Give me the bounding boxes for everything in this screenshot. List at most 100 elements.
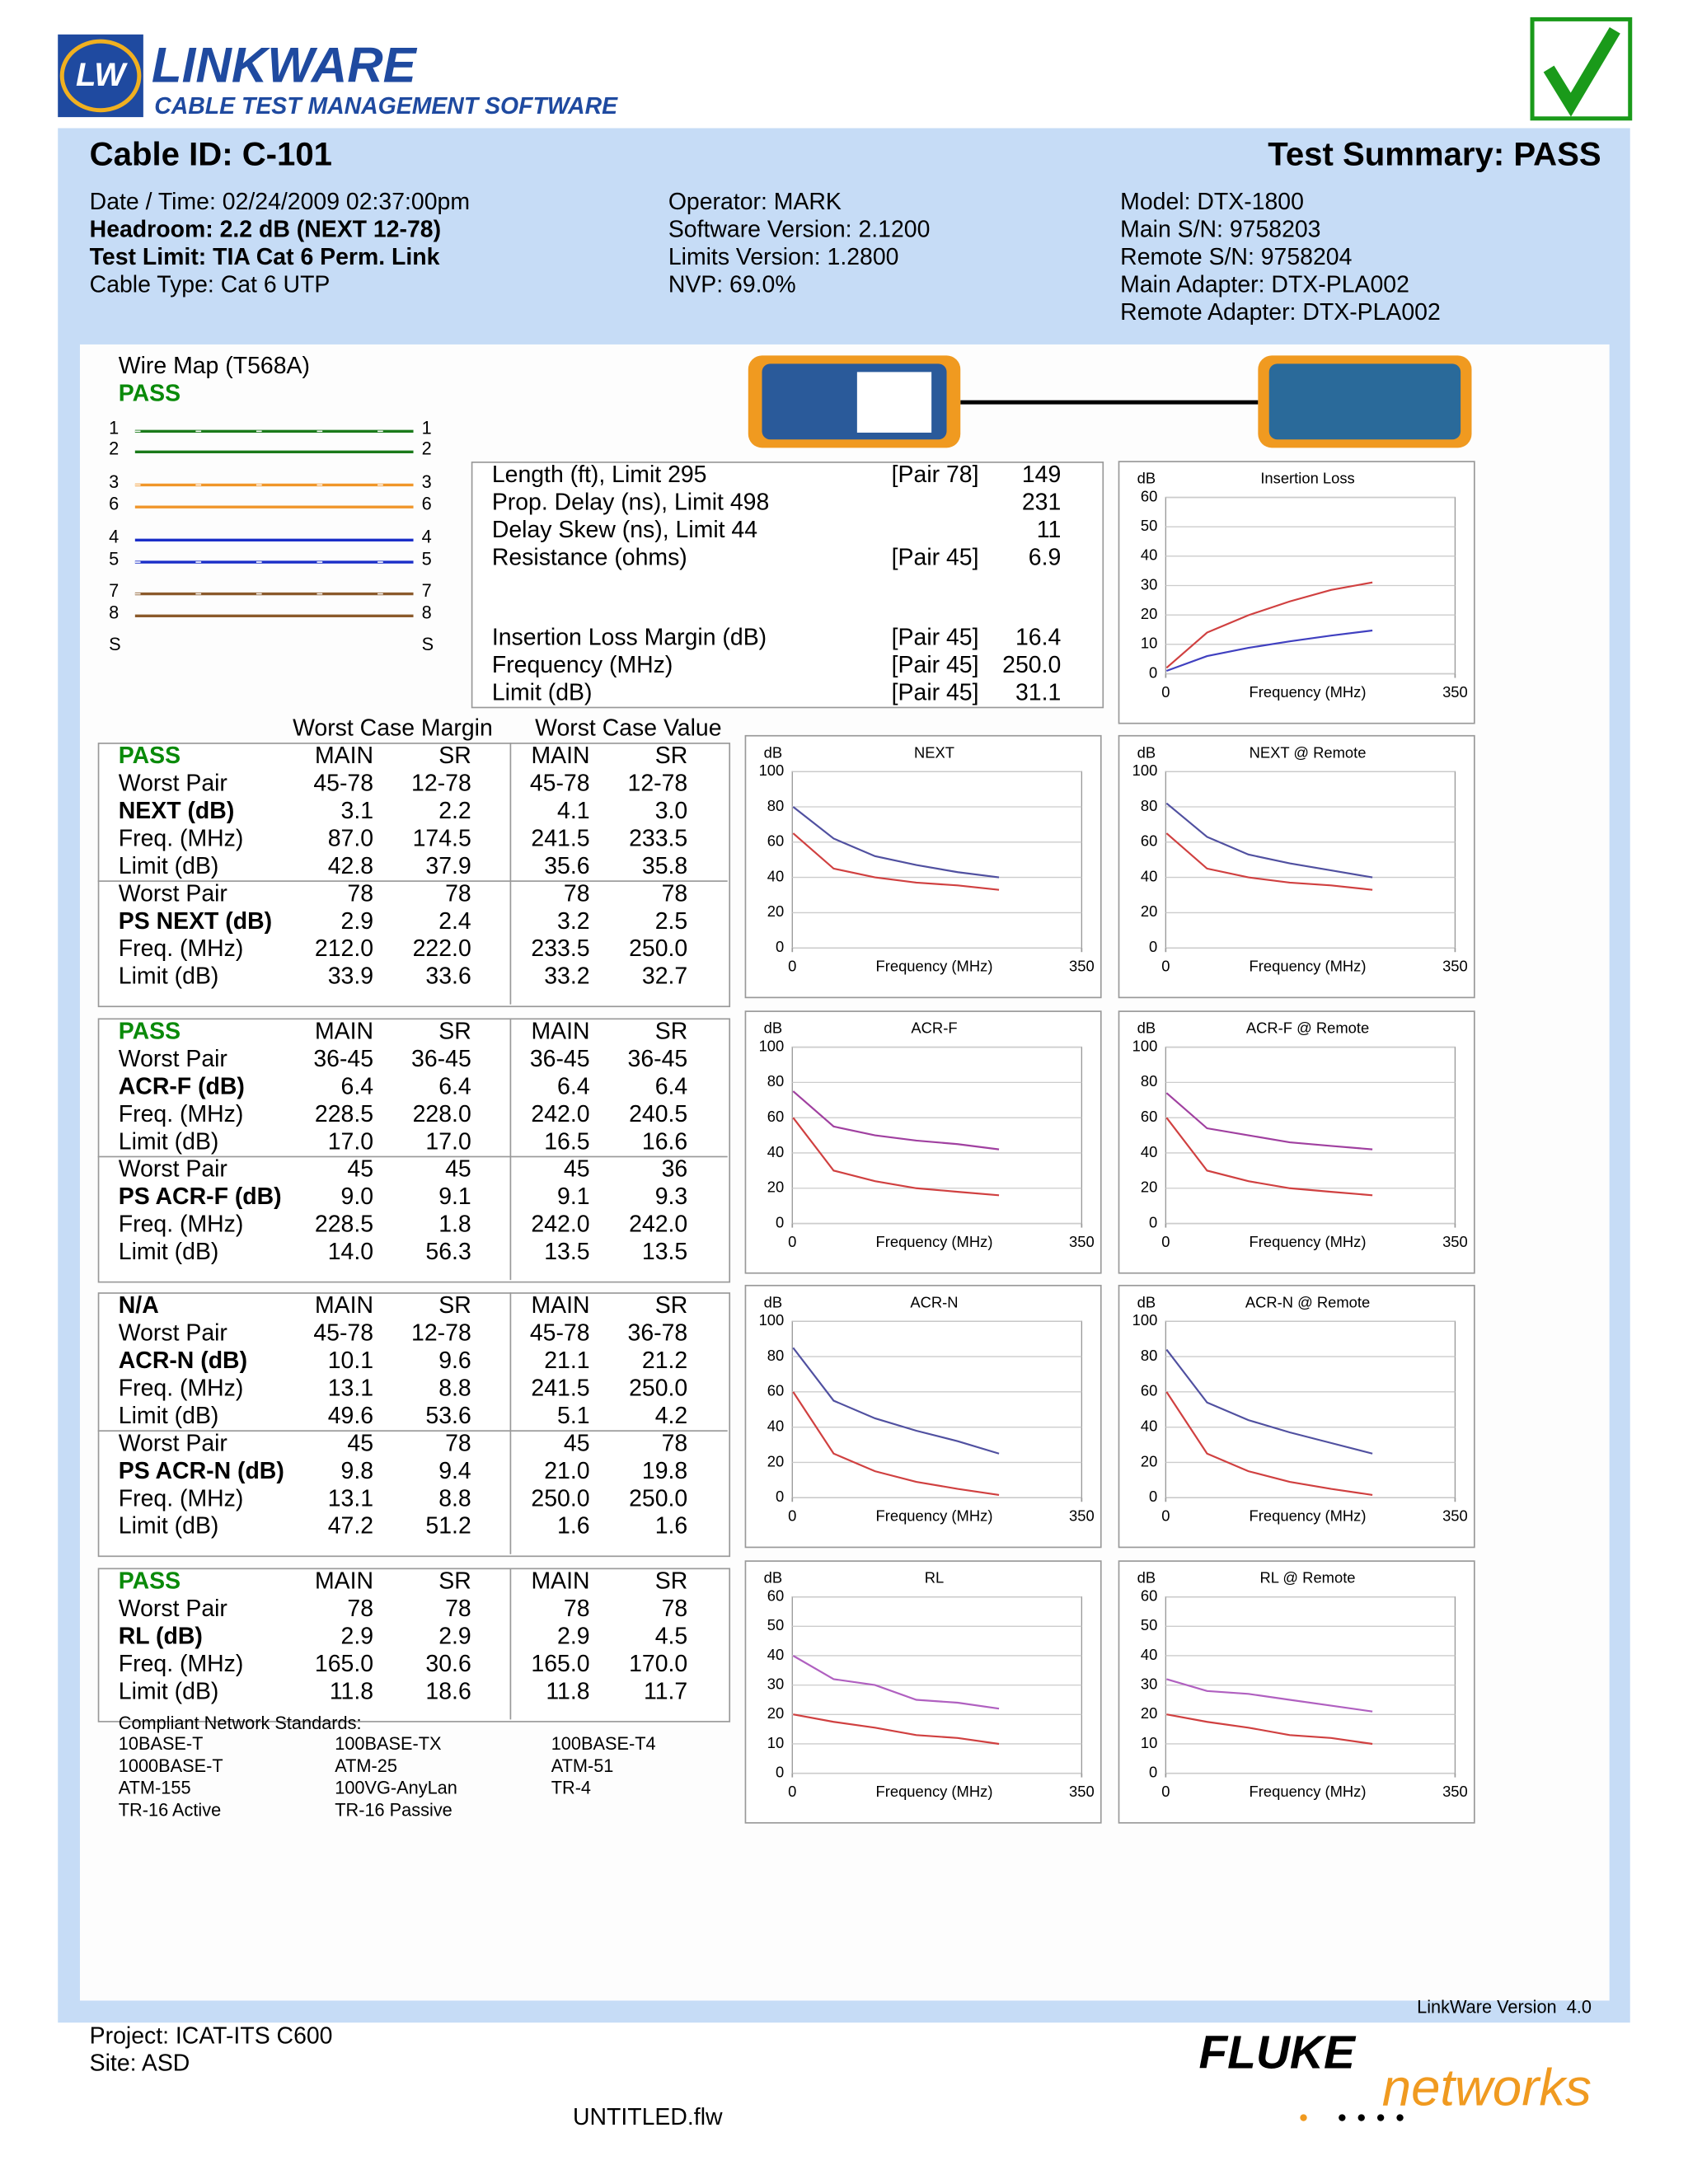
cell-value: 45-78 xyxy=(313,770,374,797)
cell-value: 36-45 xyxy=(411,1045,471,1072)
pin-label: 5 xyxy=(109,548,120,569)
row-label: ACR-N (dB) xyxy=(118,1347,248,1374)
row-label: RL (dB) xyxy=(118,1623,203,1650)
cell-value: 35.6 xyxy=(544,852,590,879)
x-tick-label: 0 xyxy=(1161,1233,1170,1250)
cell-value: 6.4 xyxy=(438,1073,471,1100)
series-line xyxy=(1165,581,1373,669)
standard-item: TR-16 Active xyxy=(118,1799,222,1821)
measure-label: Insertion Loss Margin (dB) xyxy=(491,624,767,651)
logo-mark: LW xyxy=(76,56,128,93)
row-label: Limit (dB) xyxy=(118,1128,219,1155)
measure-label: Frequency (MHz) xyxy=(491,651,673,678)
x-tick-label: 350 xyxy=(1442,957,1468,974)
check-mark xyxy=(1543,26,1620,117)
row-label: PS ACR-F (dB) xyxy=(118,1183,282,1210)
x-tick-label: 350 xyxy=(1442,1233,1468,1250)
y-axis-label: dB xyxy=(1137,743,1156,761)
cell-value: 35.8 xyxy=(641,852,688,879)
cell-value: 174.5 xyxy=(412,825,471,852)
pin-label: 2 xyxy=(421,438,432,459)
series-line xyxy=(1166,1713,1373,1746)
row-label: NEXT (dB) xyxy=(118,797,235,824)
cell-value: 250.0 xyxy=(629,1485,688,1511)
column-header: SR xyxy=(654,1568,688,1595)
wire-map-status: PASS xyxy=(118,380,181,407)
file-name: UNTITLED.flw xyxy=(572,2103,723,2130)
cell-value: 222.0 xyxy=(412,935,471,962)
measure-value: 231 xyxy=(1021,489,1062,516)
pin-label: 1 xyxy=(109,417,120,438)
pin-label: 6 xyxy=(421,493,432,514)
series-line xyxy=(1165,1092,1373,1151)
table-status: PASS xyxy=(118,743,181,769)
y-tick-label: 100 xyxy=(1132,1037,1158,1054)
row-label: Freq. (MHz) xyxy=(118,1485,244,1511)
measure-pair: [Pair 78] xyxy=(891,462,979,488)
row-label: Worst Pair xyxy=(118,1319,227,1347)
main-screen xyxy=(856,372,932,433)
pin-label: 2 xyxy=(109,438,120,459)
column-header: SR xyxy=(438,1292,471,1319)
logo-name: LINKWARE xyxy=(152,37,418,92)
series-line xyxy=(1165,629,1373,673)
cell-value: 30.6 xyxy=(425,1650,471,1677)
value-header: Worst Case Value xyxy=(535,715,722,742)
cell-value: 17.0 xyxy=(327,1128,374,1155)
dot xyxy=(1396,2114,1404,2121)
info-line: Main S/N: 9758203 xyxy=(1120,216,1321,243)
info-line: Remote S/N: 9758204 xyxy=(1120,243,1353,270)
cell-value: 45-78 xyxy=(529,1319,590,1347)
measure-label: Resistance (ohms) xyxy=(491,544,687,571)
row-label: Freq. (MHz) xyxy=(118,1100,244,1127)
y-tick-label: 80 xyxy=(1141,1072,1157,1090)
y-axis-label: dB xyxy=(1137,1019,1156,1037)
cell-value: 13.1 xyxy=(327,1375,374,1402)
cell-value: 1.6 xyxy=(654,1512,688,1540)
y-tick-label: 40 xyxy=(1141,546,1157,564)
pin-label: 7 xyxy=(421,579,432,601)
cell-value: 21.1 xyxy=(544,1347,590,1374)
y-tick-label: 10 xyxy=(1141,635,1157,652)
y-tick-label: 40 xyxy=(1141,1143,1157,1160)
cell-value: 165.0 xyxy=(314,1650,374,1677)
y-tick-label: 0 xyxy=(776,938,784,955)
standard-item: ATM-51 xyxy=(551,1755,614,1776)
cell-value: 78 xyxy=(563,880,590,907)
cell-value: 241.5 xyxy=(531,1375,590,1402)
y-tick-label: 10 xyxy=(1141,1734,1157,1751)
cell-value: 45 xyxy=(347,1430,374,1457)
cell-value: 9.1 xyxy=(557,1183,590,1210)
cell-value: 45 xyxy=(563,1155,590,1183)
x-tick-label: 0 xyxy=(788,957,796,974)
series-line xyxy=(1165,1348,1373,1455)
pin-label: 3 xyxy=(421,471,432,492)
chart-title: ACR-N @ Remote xyxy=(1245,1293,1370,1310)
chart: 0 20 40 60 80 100 0 350 ACR-F @ Remote dB Frequenc… xyxy=(1118,1010,1475,1274)
cell-value: 21.0 xyxy=(544,1457,590,1484)
cell-value: 250.0 xyxy=(629,1375,688,1402)
dot xyxy=(1339,2114,1346,2121)
length-box xyxy=(471,462,1104,709)
column-divider xyxy=(509,1292,512,1554)
cell-value: 9.8 xyxy=(340,1457,374,1484)
cell-value: 9.3 xyxy=(654,1183,688,1210)
y-tick-label: 0 xyxy=(776,1488,784,1505)
cell-value: 45-78 xyxy=(313,1319,374,1347)
cell-value: 2.9 xyxy=(340,907,374,935)
cell-value: 212.0 xyxy=(314,935,374,962)
pin-label: 8 xyxy=(109,602,120,623)
wire-map-title: Wire Map (T568A) xyxy=(118,352,310,379)
y-tick-label: 20 xyxy=(1141,1452,1157,1469)
row-label: Freq. (MHz) xyxy=(118,825,244,852)
series-line xyxy=(792,1090,1000,1151)
cell-value: 45 xyxy=(347,1155,374,1183)
cell-value: 2.4 xyxy=(438,907,471,935)
cell-value: 78 xyxy=(445,1595,471,1622)
pin-label: S xyxy=(421,634,434,655)
cell-value: 12-78 xyxy=(411,1319,471,1347)
column-header: MAIN xyxy=(315,743,374,769)
series-line xyxy=(792,832,1000,891)
chart: 0 10 20 30 40 50 60 0 350 RL dB Frequency (MHz) xyxy=(744,1560,1102,1824)
